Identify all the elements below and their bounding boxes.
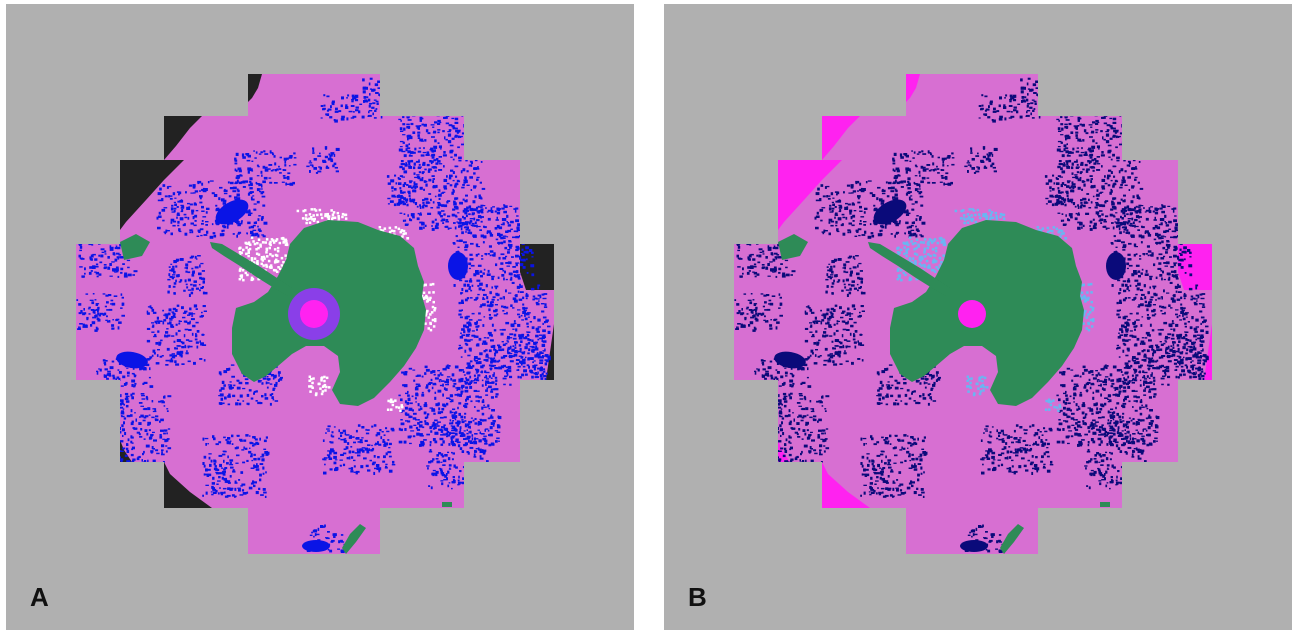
map-panel-b: B bbox=[664, 4, 1292, 630]
antarctic-map-a bbox=[6, 4, 634, 630]
missing-data-corner bbox=[546, 324, 554, 380]
panel-label-a: A bbox=[30, 582, 49, 612]
open-water-patch bbox=[1106, 252, 1126, 280]
map-panel-a: A bbox=[6, 4, 634, 630]
open-water-patch bbox=[960, 540, 988, 552]
antarctic-peninsula bbox=[210, 242, 292, 296]
map-layers bbox=[734, 74, 1212, 554]
tasmania-landmass bbox=[442, 502, 452, 507]
open-water-patch bbox=[302, 540, 330, 552]
missing-data-corner bbox=[1204, 324, 1212, 380]
missing-data-corner bbox=[778, 440, 790, 462]
missing-data-corner bbox=[822, 116, 860, 160]
tasmania-landmass bbox=[1100, 502, 1110, 507]
new-zealand-landmass bbox=[342, 524, 366, 554]
missing-data-corner bbox=[822, 462, 870, 508]
missing-data-corner bbox=[520, 244, 554, 290]
missing-data-corner bbox=[120, 440, 132, 462]
missing-data-corner bbox=[778, 160, 842, 230]
south-america-tip bbox=[120, 234, 150, 260]
pole-hole-inner bbox=[958, 300, 986, 328]
open-water-speckle bbox=[76, 77, 551, 553]
south-america-tip bbox=[778, 234, 808, 260]
open-water-patch bbox=[774, 351, 806, 369]
antarctic-peninsula bbox=[868, 242, 950, 296]
antarctica-landmass bbox=[890, 220, 1084, 406]
panel-label-b: B bbox=[688, 582, 707, 612]
open-water-patch bbox=[873, 199, 907, 225]
pole-hole-inner bbox=[300, 300, 328, 328]
missing-data-corner bbox=[906, 74, 920, 102]
missing-data-corner bbox=[164, 462, 212, 508]
missing-data-corner bbox=[248, 74, 262, 102]
open-water-patch bbox=[448, 252, 468, 280]
open-water-patch bbox=[116, 351, 148, 369]
map-layers bbox=[76, 74, 554, 554]
missing-data-corner bbox=[164, 116, 202, 160]
missing-data-corner bbox=[120, 160, 184, 230]
open-water-patch bbox=[215, 199, 249, 225]
antarctic-map-b bbox=[664, 4, 1292, 630]
missing-data-corner bbox=[1178, 244, 1212, 290]
new-zealand-landmass bbox=[1000, 524, 1024, 554]
